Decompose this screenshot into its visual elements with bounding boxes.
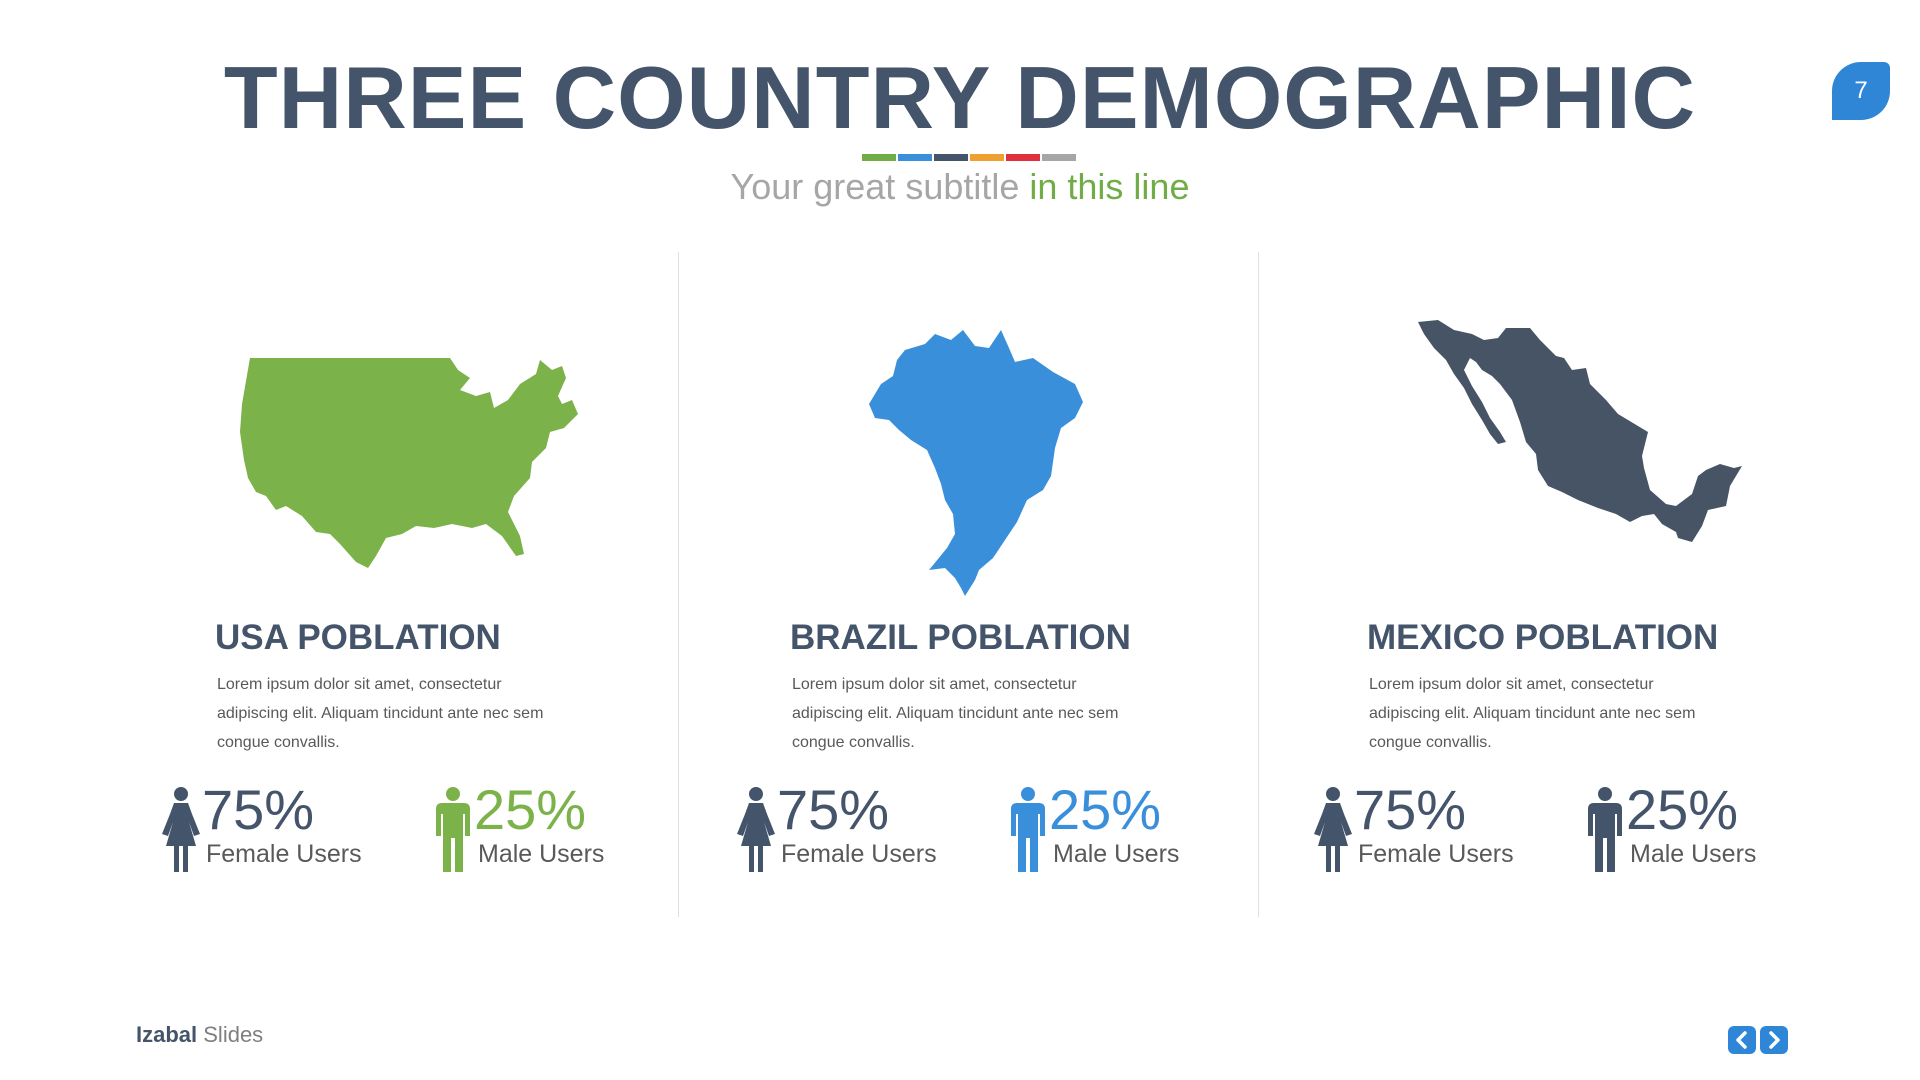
male-percentage: 25% [1626,778,1739,841]
female-label: Female Users [1358,840,1514,868]
male-percentage: 25% [1049,778,1162,841]
female-label: Female Users [781,840,937,868]
female-stat: 75% Female Users [735,780,965,880]
subtitle-highlight: in this line [1029,166,1190,207]
chevron-right-icon [1769,1031,1780,1049]
country-description: Lorem ipsum dolor sit amet, consectetur … [1369,676,1696,751]
country-title: BRAZIL POBLATION [790,618,1131,657]
country-card-usa: USA POBLATION Lorem ipsum dolor sit amet… [160,300,680,900]
usa-map-icon [240,358,578,568]
column-divider [678,252,679,917]
male-label: Male Users [1630,840,1757,868]
slide-subtitle: Your great subtitle in this line [0,164,1920,210]
country-description: Lorem ipsum dolor sit amet, consectetur … [217,676,544,751]
column-divider [1258,252,1259,917]
chevron-left-icon [1736,1031,1747,1049]
subtitle-plain: Your great subtitle [730,166,1030,207]
color-swatch [1006,154,1040,161]
color-swatch [1042,154,1076,161]
color-swatch [934,154,968,161]
page-number-badge: 7 [1832,62,1890,120]
female-percentage: 75% [1354,778,1467,841]
female-stat: 75% Female Users [1312,780,1542,880]
female-icon [162,787,200,872]
male-stat: 25% Male Users [1584,780,1814,880]
male-percentage: 25% [474,778,587,841]
male-icon [436,787,470,872]
prev-slide-button[interactable] [1728,1026,1756,1054]
male-label: Male Users [1053,840,1180,868]
male-stat: 25% Male Users [432,780,662,880]
next-slide-button[interactable] [1760,1026,1788,1054]
mexico-map-icon [1418,320,1742,542]
country-title: MEXICO POBLATION [1367,618,1719,657]
footer-brand: Izabal Slides [136,1022,263,1048]
country-description: Lorem ipsum dolor sit amet, consectetur … [792,676,1119,751]
female-percentage: 75% [777,778,890,841]
brazil-map-icon [869,330,1083,596]
female-stat: 75% Female Users [160,780,390,880]
country-card-mexico: MEXICO POBLATION Lorem ipsum dolor sit a… [1312,300,1832,900]
male-stat: 25% Male Users [1007,780,1237,880]
male-icon [1588,787,1622,872]
female-percentage: 75% [202,778,315,841]
female-icon [737,787,775,872]
country-card-brazil: BRAZIL POBLATION Lorem ipsum dolor sit a… [735,300,1255,900]
color-swatch [898,154,932,161]
brand-name: Izabal [136,1022,198,1047]
color-swatch [862,154,896,161]
female-icon [1314,787,1352,872]
male-label: Male Users [478,840,605,868]
color-bar [862,154,1076,161]
slide-title: THREE COUNTRY DEMOGRAPHIC [223,48,1697,147]
male-icon [1011,787,1045,872]
country-title: USA POBLATION [215,618,501,657]
brand-suffix: Slides [197,1022,264,1047]
color-swatch [970,154,1004,161]
female-label: Female Users [206,840,362,868]
